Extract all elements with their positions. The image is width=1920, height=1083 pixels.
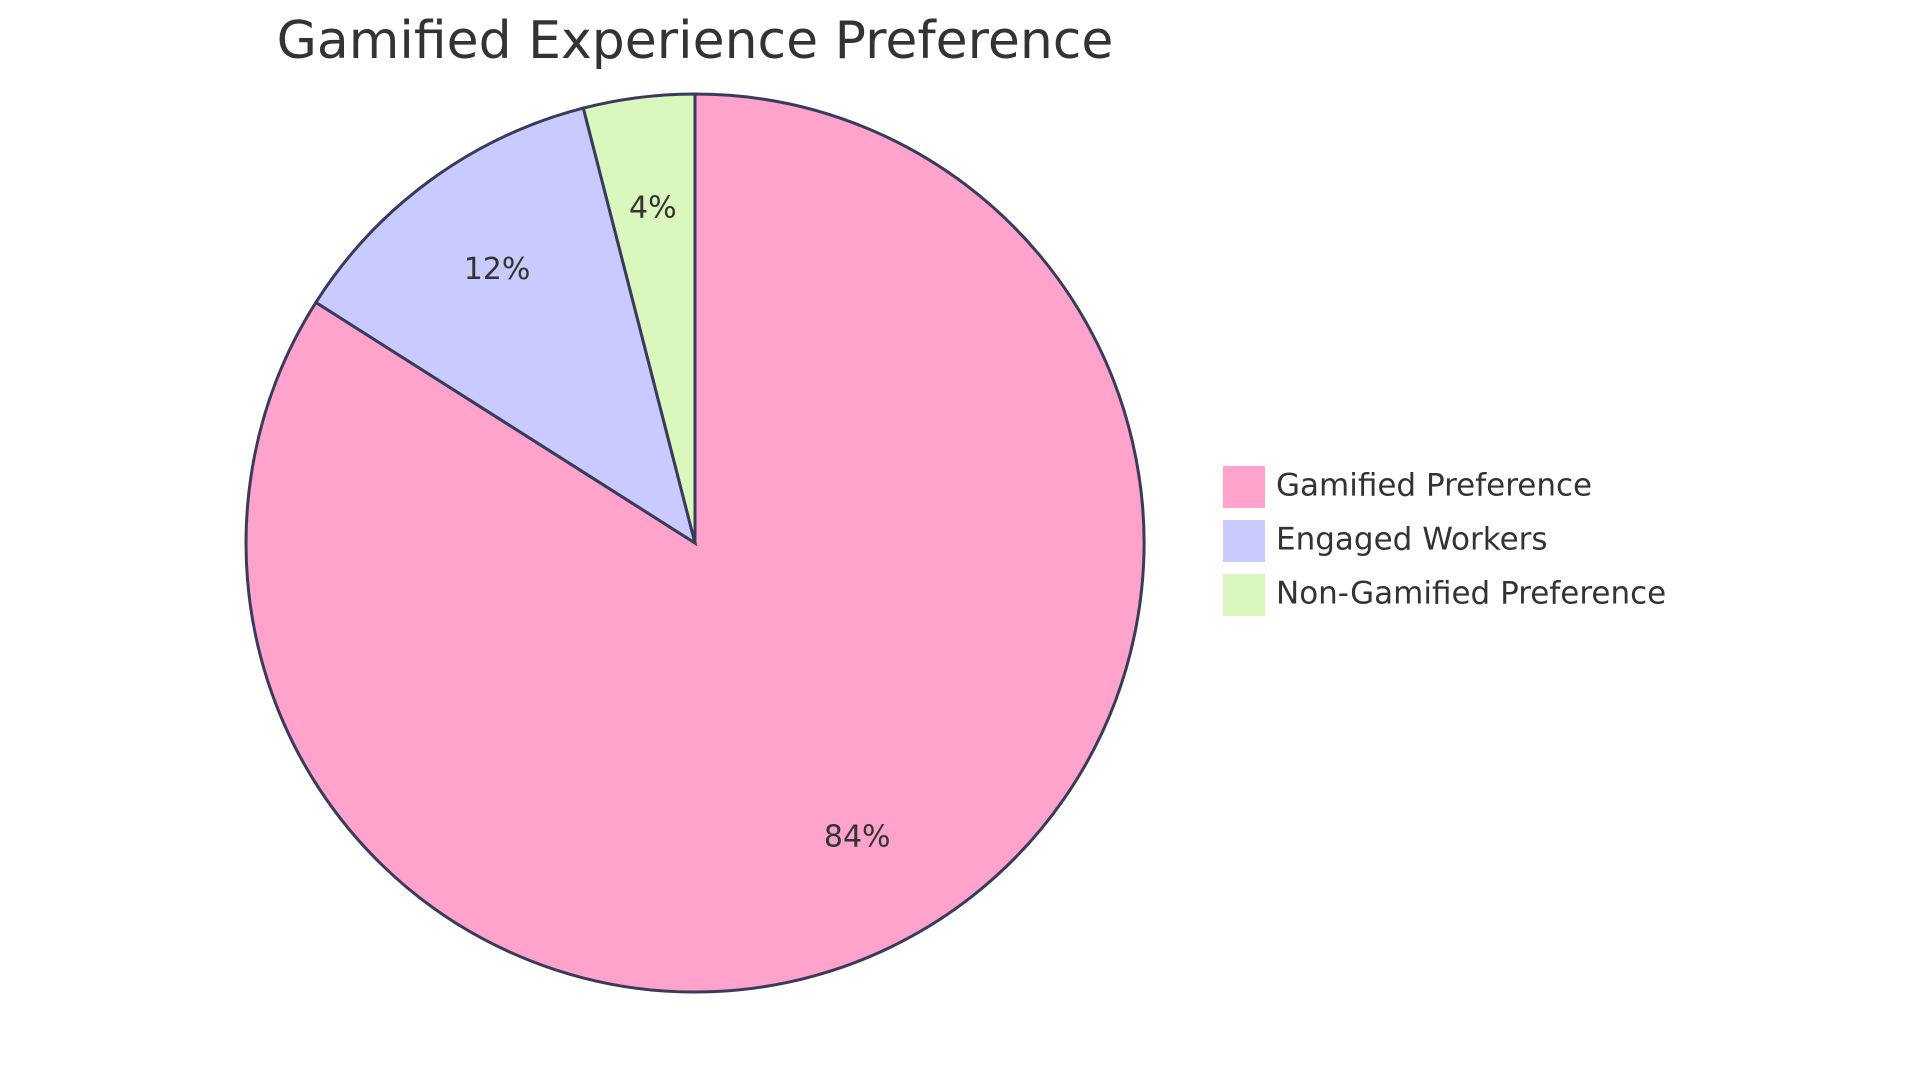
legend-swatch-non-gamified-preference <box>1221 572 1267 618</box>
chart-title: Gamified Experience Preference <box>277 11 1114 71</box>
pie-slices <box>244 92 1146 994</box>
legend-swatch-engaged-workers <box>1221 518 1267 564</box>
pie-slice-non-gamified-preference <box>581 92 697 544</box>
legend: Gamified Preference Engaged Workers Non-Ga… <box>1221 464 1666 618</box>
slice-label-engaged-workers: 12% <box>464 252 531 287</box>
legend-label-engaged-workers: Engaged Workers <box>1276 522 1548 558</box>
slice-label-non-gamified-preference: 4% <box>629 190 677 225</box>
pie-slice-engaged-workers <box>313 106 698 547</box>
slice-label-gamified-preference: 84% <box>824 820 891 855</box>
legend-swatch-gamified-preference <box>1221 464 1267 510</box>
legend-label-non-gamified-preference: Non-Gamified Preference <box>1276 576 1666 612</box>
pie-slice-labels: 84% 12% 4% <box>464 190 891 854</box>
legend-label-gamified-preference: Gamified Preference <box>1276 468 1592 504</box>
